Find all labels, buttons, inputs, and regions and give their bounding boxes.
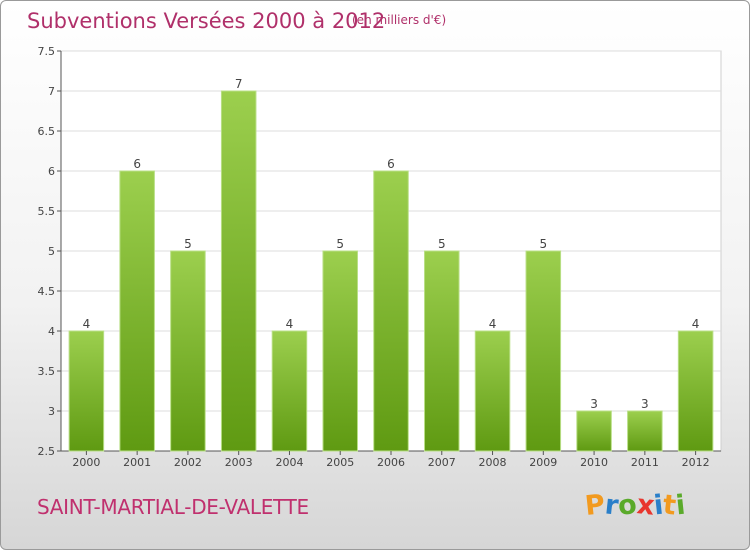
logo-letter: i bbox=[674, 489, 688, 522]
data-label: 5 bbox=[336, 237, 344, 251]
bar bbox=[68, 330, 105, 452]
data-label: 4 bbox=[692, 317, 700, 331]
proxiti-logo: Proxiti bbox=[583, 489, 688, 522]
bar bbox=[677, 330, 714, 452]
chart-title: Subventions Versées 2000 à 2012 bbox=[27, 9, 386, 33]
y-tick-label: 6.5 bbox=[38, 125, 56, 138]
x-tick-label: 2006 bbox=[377, 456, 405, 469]
data-label: 4 bbox=[286, 317, 294, 331]
data-label: 4 bbox=[489, 317, 497, 331]
data-label: 5 bbox=[438, 237, 446, 251]
y-tick-label: 3 bbox=[48, 405, 55, 418]
chart-subtitle: (en milliers d'€) bbox=[352, 13, 447, 27]
data-label: 3 bbox=[590, 397, 598, 411]
y-tick-label: 4.5 bbox=[38, 285, 56, 298]
y-tick-label: 6 bbox=[48, 165, 55, 178]
x-tick-label: 2009 bbox=[529, 456, 557, 469]
x-tick-label: 2010 bbox=[580, 456, 608, 469]
x-tick-label: 2002 bbox=[174, 456, 202, 469]
bar bbox=[627, 410, 663, 452]
x-tick-label: 2007 bbox=[428, 456, 456, 469]
y-tick-label: 7.5 bbox=[38, 45, 56, 58]
x-tick-label: 2008 bbox=[479, 456, 507, 469]
y-tick-label: 5 bbox=[48, 245, 55, 258]
bar bbox=[576, 410, 612, 452]
bar bbox=[373, 170, 409, 452]
y-tick-label: 4 bbox=[48, 325, 55, 338]
bar bbox=[220, 90, 257, 452]
data-label: 5 bbox=[184, 237, 192, 251]
bar bbox=[119, 170, 155, 452]
x-tick-label: 2003 bbox=[225, 456, 253, 469]
bar bbox=[322, 250, 358, 452]
data-label: 4 bbox=[83, 317, 91, 331]
data-label: 7 bbox=[235, 77, 243, 91]
y-tick-label: 7 bbox=[48, 85, 55, 98]
y-tick-label: 2.5 bbox=[38, 445, 56, 458]
x-tick-label: 2000 bbox=[72, 456, 100, 469]
bar bbox=[525, 250, 562, 452]
x-tick-label: 2011 bbox=[631, 456, 659, 469]
bar bbox=[170, 250, 206, 452]
bar bbox=[271, 330, 308, 452]
x-tick-label: 2004 bbox=[275, 456, 303, 469]
y-tick-label: 3.5 bbox=[38, 365, 56, 378]
commune-name: SAINT-MARTIAL-DE-VALETTE bbox=[37, 495, 309, 519]
x-tick-label: 2001 bbox=[123, 456, 151, 469]
data-label: 3 bbox=[641, 397, 649, 411]
x-tick-label: 2005 bbox=[326, 456, 354, 469]
x-tick-label: 2012 bbox=[682, 456, 710, 469]
data-label: 6 bbox=[133, 157, 141, 171]
y-tick-label: 5.5 bbox=[38, 205, 56, 218]
data-label: 5 bbox=[539, 237, 547, 251]
bar bbox=[474, 330, 511, 452]
data-label: 6 bbox=[387, 157, 395, 171]
bar bbox=[424, 250, 460, 452]
